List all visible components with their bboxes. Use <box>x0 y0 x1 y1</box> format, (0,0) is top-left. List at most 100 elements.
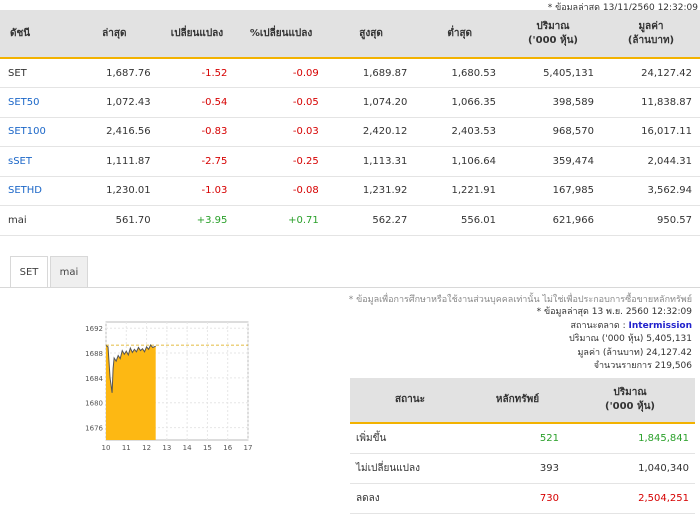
index-cell-last: 1,111.87 <box>70 146 159 177</box>
index-cell-value: 3,562.94 <box>601 176 700 206</box>
index-cell-name[interactable]: SET50 <box>0 87 70 118</box>
index-cell-pct: -0.09 <box>235 58 327 88</box>
index-cell-last: 1,687.76 <box>70 58 159 88</box>
index-cell-pct: -0.03 <box>235 117 327 147</box>
index-cell-name[interactable]: SET100 <box>0 117 70 147</box>
index-cell-value: 11,838.87 <box>601 87 700 118</box>
col-volume[interactable]: ปริมาณ ('000 หุ้น) <box>504 10 602 59</box>
chart-x-tick-label: 13 <box>162 444 171 452</box>
chart-y-tick-label: 1692 <box>85 325 103 333</box>
advance-decline-table: สถานะ หลักทรัพย์ ปริมาณ ('000 หุ้น) เพิ่… <box>350 378 695 514</box>
index-cell-volume: 968,570 <box>504 117 602 147</box>
chart-series-line <box>105 344 156 393</box>
index-cell-volume: 167,985 <box>504 176 602 206</box>
col-pct-change[interactable]: %เปลี่ยนแปลง <box>235 10 327 59</box>
tab-set[interactable]: SET <box>10 256 48 288</box>
index-row[interactable]: SET100 2,416.56 -0.83 -0.03 2,420.12 2,403.53… <box>0 117 700 147</box>
disclaimer: * ข้อมูลเพื่อการศึกษาหรือใช้งานส่วนบุคคล… <box>348 295 692 305</box>
info-updated: * ข้อมูลล่าสุด 13 พ.ย. 2560 12:32:09 <box>536 307 692 317</box>
market-tabs: SET mai <box>10 256 90 288</box>
index-cell-pct: -0.25 <box>235 146 327 177</box>
chart-x-tick-label: 12 <box>142 444 151 452</box>
index-cell-high: 1,231.92 <box>326 176 416 206</box>
status-value: Intermission <box>628 320 692 331</box>
stat-col-status: สถานะ <box>350 378 470 424</box>
col-low[interactable]: ต่ำสุด <box>415 10 504 59</box>
stat-header: สถานะ หลักทรัพย์ ปริมาณ ('000 หุ้น) <box>350 378 695 424</box>
chart-x-tick-label: 16 <box>223 444 232 452</box>
col-change[interactable]: เปลี่ยนแปลง <box>158 10 236 59</box>
info-status: สถานะตลาด : Intermission <box>537 320 692 334</box>
index-row[interactable]: SETHD 1,230.01 -1.03 -0.08 1,231.92 1,221.91 1… <box>0 176 700 206</box>
info-value: มูลค่า (ล้านบาท) 24,127.42 <box>577 347 693 358</box>
index-row[interactable]: mai 561.70 +3.95 +0.71 562.27 556.01 621,966 95… <box>0 205 700 236</box>
index-cell-low: 1,680.53 <box>415 58 504 88</box>
stat-cell-volume: 2,504,251 <box>565 483 695 514</box>
chart-x-tick-label: 15 <box>203 444 212 452</box>
index-cell-change: -2.75 <box>158 146 236 177</box>
update-note: * ข้อมูลล่าสุด 13/11/2560 12:32:09 <box>547 3 698 13</box>
index-cell-low: 556.01 <box>415 205 504 236</box>
index-cell-volume: 5,405,131 <box>504 58 602 88</box>
set-intraday-chart: 1692 1688 1684 1680 1676 10 11 12 13 14 15 16 17 <box>85 321 253 452</box>
status-label: สถานะตลาด : <box>570 320 626 331</box>
chart-y-tick-label: 1684 <box>85 375 103 383</box>
index-cell-change: -1.52 <box>158 58 236 88</box>
stat-cell-volume: 1,040,340 <box>565 453 695 484</box>
index-cell-last: 2,416.56 <box>70 117 159 147</box>
index-row[interactable]: SET 1,687.76 -1.52 -0.09 1,689.87 1,680.53 5,4… <box>0 58 700 88</box>
index-cell-pct: +0.71 <box>235 205 327 236</box>
stat-cell-label: เพิ่มขึ้น <box>350 423 470 454</box>
stat-cell-volume: 1,845,841 <box>565 423 695 454</box>
index-cell-change: -1.03 <box>158 176 236 206</box>
index-cell-last: 561.70 <box>70 205 159 236</box>
index-cell-high: 562.27 <box>326 205 416 236</box>
index-table-header: ดัชนี ล่าสุด เปลี่ยนแปลง %เปลี่ยนแปลง สู… <box>0 10 700 59</box>
index-cell-pct: -0.05 <box>235 87 327 118</box>
chart-y-tick-label: 1676 <box>85 425 103 433</box>
index-cell-low: 1,066.35 <box>415 87 504 118</box>
col-index[interactable]: ดัชนี <box>0 10 70 59</box>
index-cell-value: 950.57 <box>601 205 700 236</box>
stat-col-volume: ปริมาณ ('000 หุ้น) <box>565 378 695 424</box>
col-last[interactable]: ล่าสุด <box>70 10 159 59</box>
index-cell-name: mai <box>0 205 70 236</box>
tab-mai[interactable]: mai <box>50 256 88 288</box>
index-row[interactable]: sSET 1,111.87 -2.75 -0.25 1,113.31 1,106.64 35… <box>0 146 700 177</box>
index-cell-last: 1,072.43 <box>70 87 159 118</box>
index-cell-value: 2,044.31 <box>601 146 700 177</box>
index-table: ดัชนี ล่าสุด เปลี่ยนแปลง %เปลี่ยนแปลง สู… <box>0 10 700 236</box>
index-cell-value: 24,127.42 <box>601 58 700 88</box>
stat-row: ลดลง 730 2,504,251 <box>350 483 695 514</box>
stat-col-count: หลักทรัพย์ <box>470 378 565 424</box>
chart-area-fill <box>106 344 156 440</box>
index-cell-low: 1,221.91 <box>415 176 504 206</box>
info-volume: ปริมาณ ('000 หุ้น) 5,405,131 <box>568 334 692 344</box>
index-cell-pct: -0.08 <box>235 176 327 206</box>
stat-cell-label: ลดลง <box>350 483 470 514</box>
col-value[interactable]: มูลค่า (ล้านบาท) <box>601 10 700 59</box>
stat-row: ไม่เปลี่ยนแปลง 393 1,040,340 <box>350 453 695 484</box>
index-cell-low: 1,106.64 <box>415 146 504 177</box>
index-cell-low: 2,403.53 <box>415 117 504 147</box>
stat-cell-count: 730 <box>470 483 565 514</box>
index-cell-name[interactable]: sSET <box>0 146 70 177</box>
tab-divider <box>0 287 700 288</box>
chart-x-tick-label: 17 <box>244 444 253 452</box>
index-cell-volume: 359,474 <box>504 146 602 177</box>
index-cell-high: 1,074.20 <box>326 87 416 118</box>
index-cell-name[interactable]: SETHD <box>0 176 70 206</box>
chart-x-tick-label: 14 <box>183 444 192 452</box>
col-high[interactable]: สูงสุด <box>326 10 416 59</box>
index-cell-volume: 621,966 <box>504 205 602 236</box>
index-cell-volume: 398,589 <box>504 87 602 118</box>
index-cell-change: +3.95 <box>158 205 236 236</box>
chart-x-tick-label: 11 <box>122 444 131 452</box>
index-cell-change: -0.83 <box>158 117 236 147</box>
stat-cell-count: 393 <box>470 453 565 484</box>
market-info: * ข้อมูลล่าสุด 13 พ.ย. 2560 12:32:09 สถา… <box>537 306 692 374</box>
index-cell-high: 1,689.87 <box>326 58 416 88</box>
index-row[interactable]: SET50 1,072.43 -0.54 -0.05 1,074.20 1,066.35 3… <box>0 87 700 118</box>
stat-row: เพิ่มขึ้น 521 1,845,841 <box>350 423 695 454</box>
info-trades: จำนวนรายการ 219,506 <box>593 361 692 371</box>
